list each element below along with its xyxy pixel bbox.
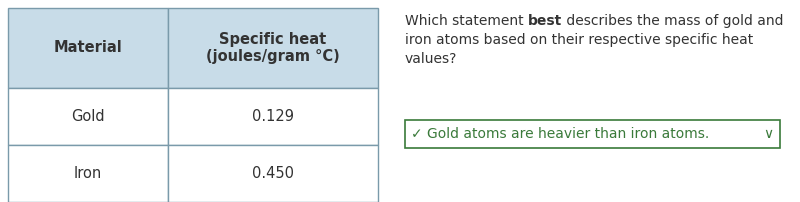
Text: describes the mass of gold and: describes the mass of gold and (562, 14, 784, 28)
Text: best: best (528, 14, 562, 28)
Bar (168, 145, 378, 202)
Text: Gold: Gold (71, 109, 105, 124)
Bar (8, 145, 168, 202)
Text: 0.450: 0.450 (252, 166, 294, 181)
Bar (8, 88, 168, 145)
Text: values?: values? (405, 52, 458, 66)
Text: 0.129: 0.129 (252, 109, 294, 124)
Text: Iron: Iron (74, 166, 102, 181)
Text: Which statement: Which statement (405, 14, 528, 28)
Bar (8, 8, 168, 88)
Text: ✓ Gold atoms are heavier than iron atoms.: ✓ Gold atoms are heavier than iron atoms… (411, 127, 710, 141)
Text: Specific heat
(joules/gram °C): Specific heat (joules/gram °C) (206, 32, 340, 64)
Bar (168, 8, 378, 88)
Text: Material: Material (54, 40, 122, 56)
Text: ∨: ∨ (763, 127, 773, 141)
Text: iron atoms based on their respective specific heat: iron atoms based on their respective spe… (405, 33, 754, 47)
Bar (405, 120, 780, 148)
Bar (168, 88, 378, 145)
